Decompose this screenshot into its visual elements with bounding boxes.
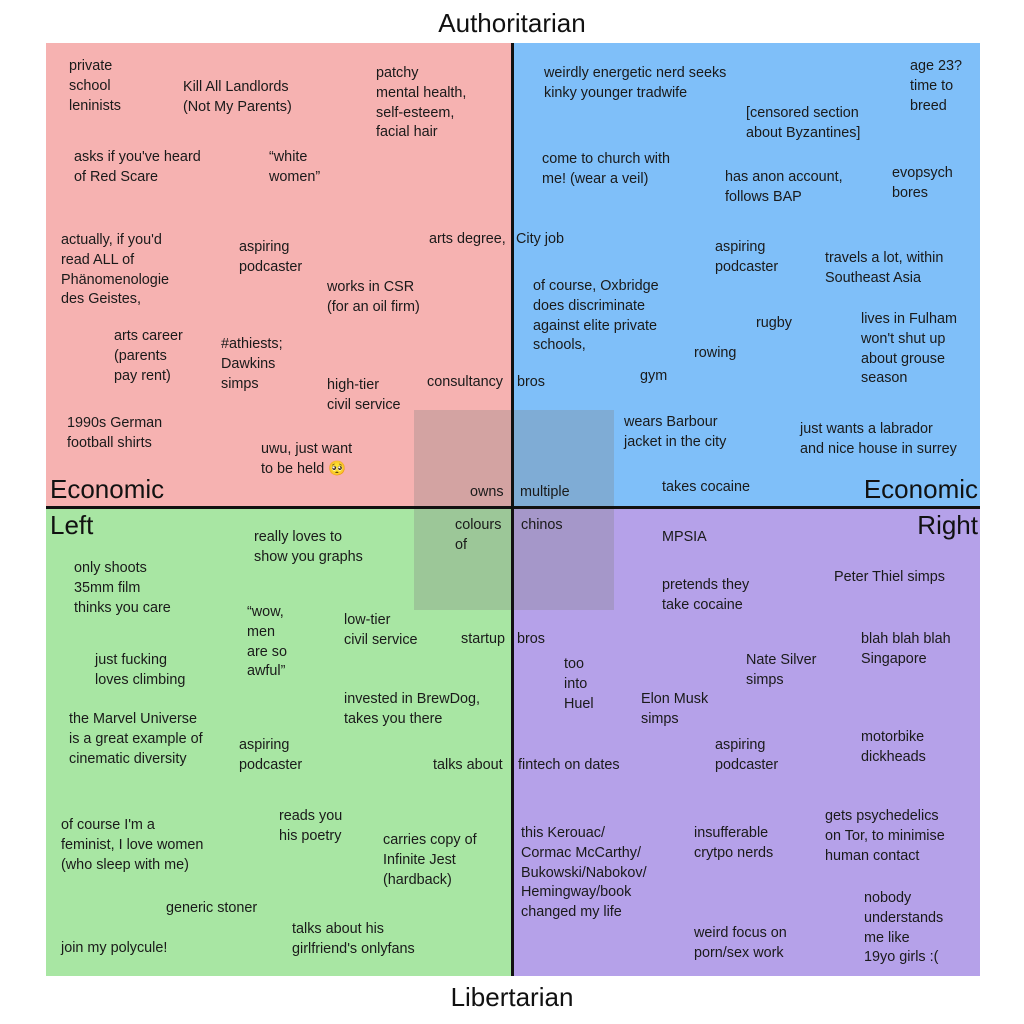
stereotype-label: MPSIA [662, 529, 707, 545]
stereotype-label: high-tier civil service [327, 377, 401, 413]
stereotype-label: motorbike dickheads [861, 729, 926, 765]
axis-title-right: Right [917, 510, 978, 540]
stereotype-label: carries copy of Infinite Jest (hardback) [383, 832, 477, 888]
stereotype-label: aspiring podcaster [239, 239, 303, 275]
stereotype-label: join my polycule! [61, 940, 168, 956]
stereotype-label: arts career (parents pay rent) [114, 328, 183, 384]
stereotype-label: actually, if you'd read ALL of Phänomeno… [61, 232, 170, 308]
stereotype-label: evopsych bores [892, 165, 953, 201]
stereotype-label: aspiring podcaster [239, 737, 303, 773]
stereotype-label: fintech on dates [518, 757, 620, 773]
stereotype-label: works in CSR (for an oil firm) [327, 279, 420, 315]
stereotype-label: generic stoner [166, 900, 258, 916]
stereotype-label: [censored section about Byzantines] [746, 105, 861, 141]
stereotype-label: private school leninists [69, 58, 121, 114]
stereotype-label: nobody understands me like 19yo girls :( [864, 890, 944, 966]
stereotype-label: lives in Fulham won't shut up about grou… [861, 311, 957, 387]
stereotype-label: uwu, just want to be held 🥺 [261, 441, 353, 477]
stereotype-label: arts degree, [429, 231, 506, 247]
stereotype-label: wears Barbour jacket in the city [624, 414, 727, 450]
stereotype-label: colours of [455, 517, 502, 553]
stereotype-label: rugby [756, 315, 792, 331]
stereotype-label: only shoots 35mm film thinks you care [74, 560, 171, 616]
vertical-axis-line [511, 43, 514, 976]
stereotype-label: multiple [520, 484, 570, 500]
stereotype-label: pretends they take cocaine [662, 577, 750, 613]
stereotype-label: City job [516, 231, 564, 247]
quadrant-authoritarian-right [513, 43, 980, 508]
stereotype-label: “white women” [269, 149, 321, 185]
stereotype-label: aspiring podcaster [715, 239, 779, 275]
stereotype-label: takes cocaine [662, 479, 750, 495]
stereotype-label: patchy mental health, self-esteem, facia… [376, 65, 467, 141]
stereotype-label: really loves to show you graphs [254, 529, 363, 565]
axis-title-authoritarian: Authoritarian [438, 8, 586, 38]
stereotype-label: 1990s German football shirts [67, 415, 163, 451]
stereotype-label: asks if you've heard of Red Scare [74, 149, 201, 185]
stereotype-label: Kill All Landlords (Not My Parents) [183, 79, 292, 115]
stereotype-label: weird focus on porn/sex work [694, 925, 787, 961]
stereotype-label: consultancy [427, 374, 503, 390]
stereotype-label: talks about [433, 757, 503, 773]
stereotype-label: come to church with me! (wear a veil) [542, 151, 670, 187]
stereotype-label: talks about his girlfriend's onlyfans [292, 921, 415, 957]
stereotype-label: weirdly energetic nerd seeks kinky young… [544, 65, 727, 101]
stereotype-label: startup [461, 631, 505, 647]
stereotype-label: insufferable crytpo nerds [694, 825, 774, 861]
stereotype-label: of course, Oxbridge does discriminate ag… [533, 278, 659, 354]
stereotype-label: just fucking loves climbing [95, 652, 186, 688]
stereotype-label: travels a lot, within Southeast Asia [825, 250, 944, 286]
stereotype-label: Elon Musk simps [641, 691, 709, 727]
stereotype-label: just wants a labrador and nice house in … [800, 421, 957, 457]
quadrant-libertarian-right [513, 508, 980, 976]
axis-title-economic-left: Economic [50, 474, 165, 504]
stereotype-label: bros [517, 631, 545, 647]
stereotype-label: “wow, men are so awful” [247, 604, 287, 680]
stereotype-label: chinos [521, 517, 563, 533]
stereotype-label: Nate Silver simps [746, 652, 817, 688]
stereotype-label: low-tier civil service [344, 612, 418, 648]
stereotype-label: owns [470, 484, 504, 500]
stereotype-label: this Kerouac/ Cormac McCarthy/ Bukowski/… [521, 825, 647, 921]
stereotype-label: bros [517, 374, 545, 390]
stereotype-label: Peter Thiel simps [834, 569, 945, 585]
axis-title-libertarian: Libertarian [450, 982, 574, 1012]
stereotype-label: age 23? time to breed [910, 58, 963, 114]
center-overlay-box [414, 410, 614, 610]
axis-title-economic-right: Economic [863, 474, 978, 504]
stereotype-label: the Marvel Universe is a great example o… [69, 711, 203, 767]
stereotype-label: reads you his poetry [279, 808, 343, 844]
quadrant-authoritarian-left [46, 43, 513, 508]
stereotype-label: gym [640, 368, 668, 384]
stereotype-label: aspiring podcaster [715, 737, 779, 773]
axis-title-left: Left [50, 510, 94, 540]
stereotype-label: #athiests; Dawkins simps [221, 336, 283, 392]
stereotype-label: gets psychedelics on Tor, to minimise hu… [825, 808, 945, 864]
horizontal-axis-line [46, 506, 980, 509]
stereotype-label: rowing [694, 345, 737, 361]
stereotype-label: of course I'm a feminist, I love women (… [61, 817, 204, 873]
stereotype-label: too into Huel [564, 656, 594, 712]
stereotype-label: invested in BrewDog, takes you there [344, 691, 480, 727]
quadrant-libertarian-left [46, 508, 513, 976]
stereotype-label: blah blah blah Singapore [861, 631, 951, 667]
stereotype-label: has anon account, follows BAP [725, 169, 843, 205]
